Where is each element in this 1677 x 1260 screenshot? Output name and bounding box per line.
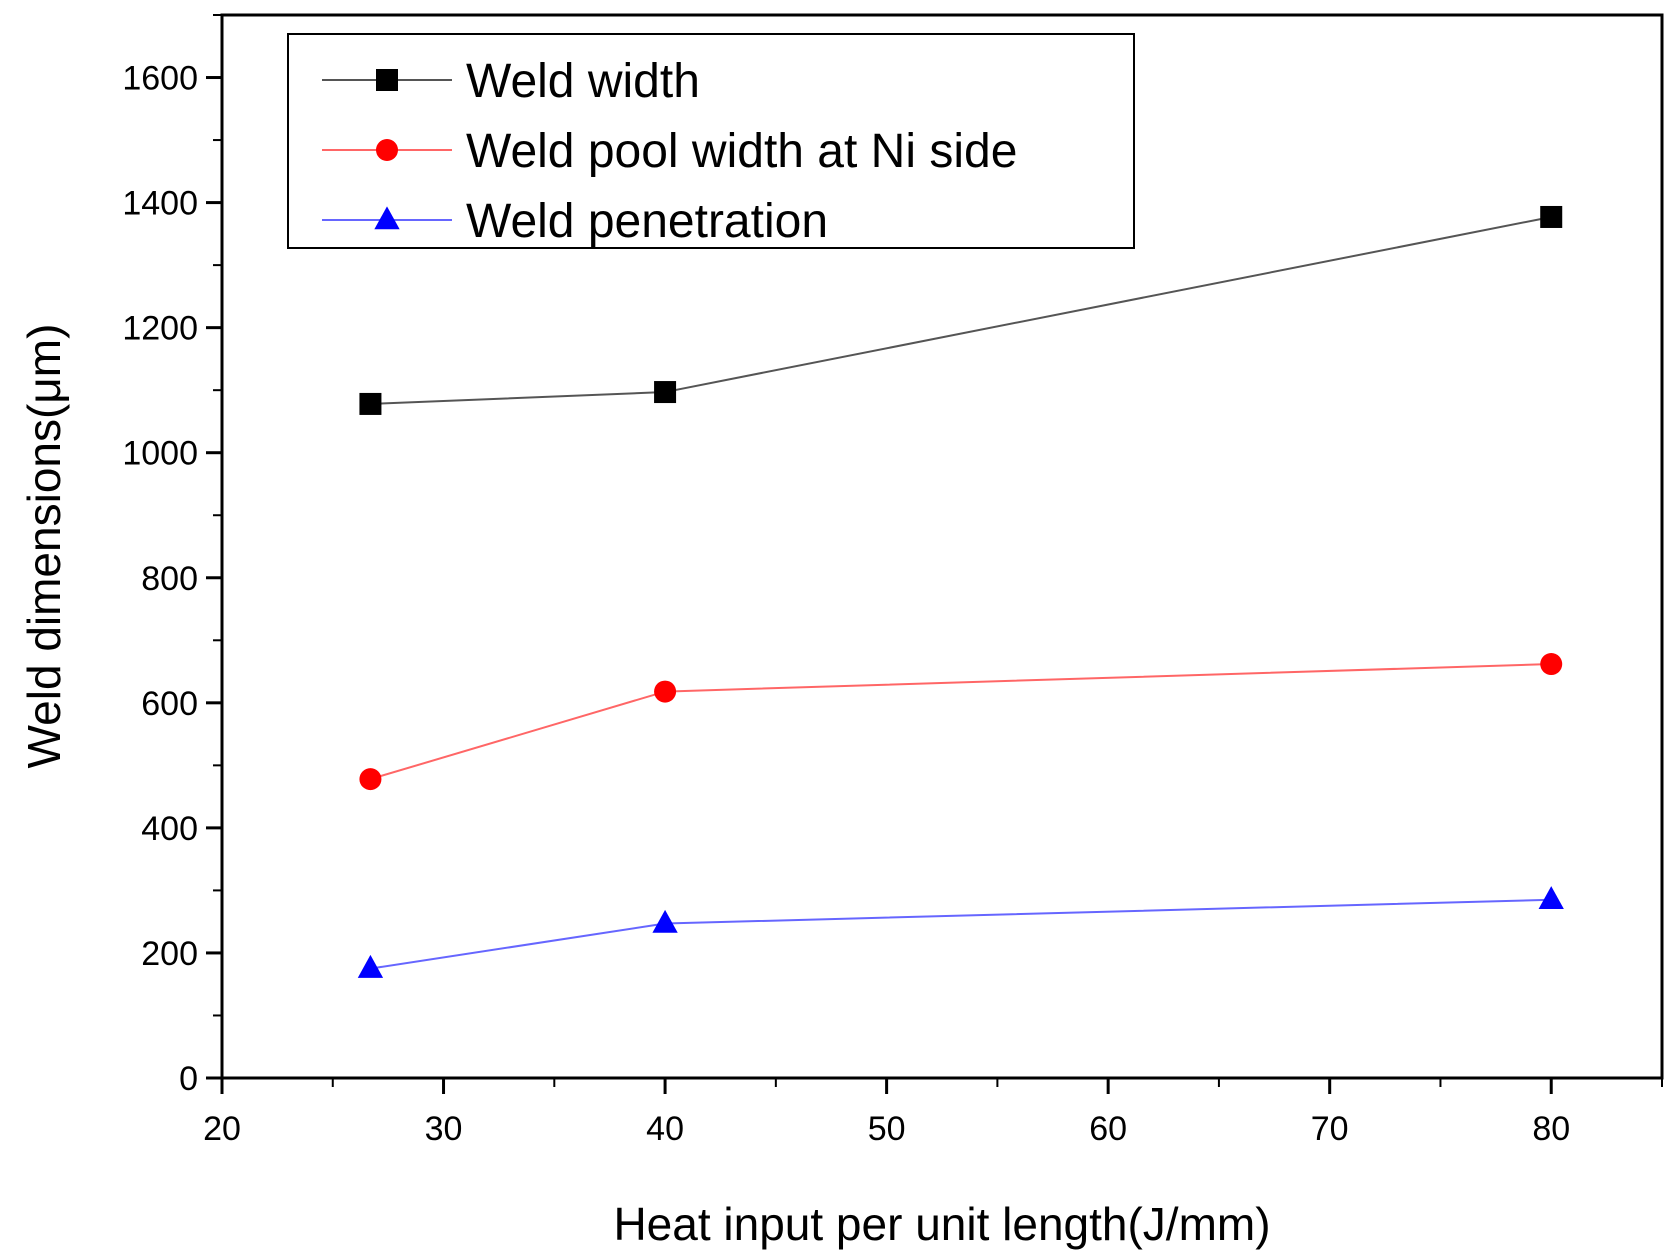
- data-point: [359, 768, 382, 791]
- plot-frame: [220, 13, 1664, 1080]
- series-weld-pool-width-at-ni-side: [359, 653, 1563, 791]
- series-layer: [357, 205, 1564, 978]
- legend-item: Weld penetration: [322, 195, 828, 248]
- plot-area-frame: [220, 13, 1664, 1080]
- series-line: [370, 898, 1552, 970]
- y-axis-label: Weld dimensions(μm): [18, 324, 70, 769]
- y-tick-label: 400: [141, 810, 198, 848]
- y-tick-label: 1600: [122, 60, 198, 98]
- x-tick-label: 20: [203, 1110, 241, 1148]
- series-weld-width: [359, 205, 1563, 415]
- data-point: [654, 381, 677, 404]
- x-tick-label: 30: [425, 1110, 463, 1148]
- x-axis-label: Heat input per unit length(J/mm): [613, 1198, 1270, 1250]
- legend-marker: [376, 69, 398, 91]
- legend: Weld width Weld pool width at Ni side Weld…: [287, 33, 1135, 249]
- data-point: [652, 909, 678, 933]
- legend-marker: [376, 139, 398, 161]
- x-tick-label: 70: [1311, 1110, 1349, 1148]
- data-point: [1540, 205, 1563, 228]
- ticks-layer: 20 30 40 50 60 70 8002004006008001000120014001…: [122, 14, 1663, 1148]
- legend-marker: [374, 206, 400, 230]
- series-weld-penetration: [357, 886, 1564, 978]
- legend-label: Weld penetration: [466, 195, 828, 248]
- series-line: [370, 663, 1552, 781]
- y-tick-label: 800: [141, 560, 198, 598]
- y-tick-label: 200: [141, 935, 198, 973]
- legend-label: Weld width: [466, 55, 700, 108]
- y-tick-label: 1000: [122, 435, 198, 473]
- data-point: [1540, 653, 1563, 676]
- legend-item: Weld width: [322, 55, 700, 108]
- x-tick-label: 40: [646, 1110, 684, 1148]
- y-tick-label: 600: [141, 685, 198, 723]
- x-tick-label: 50: [868, 1110, 906, 1148]
- legend-label: Weld pool width at Ni side: [466, 125, 1017, 178]
- legend-box: [287, 33, 1135, 249]
- data-point: [1538, 886, 1564, 910]
- y-tick-label: 1200: [122, 310, 198, 348]
- x-tick-label: 60: [1089, 1110, 1127, 1148]
- data-point: [359, 392, 382, 415]
- x-tick-label: 80: [1532, 1110, 1570, 1148]
- y-tick-label: 1400: [122, 185, 198, 223]
- data-point: [357, 954, 384, 978]
- legend-item: Weld pool width at Ni side: [322, 125, 1017, 178]
- data-point: [654, 680, 677, 703]
- y-tick-label: 0: [179, 1060, 198, 1098]
